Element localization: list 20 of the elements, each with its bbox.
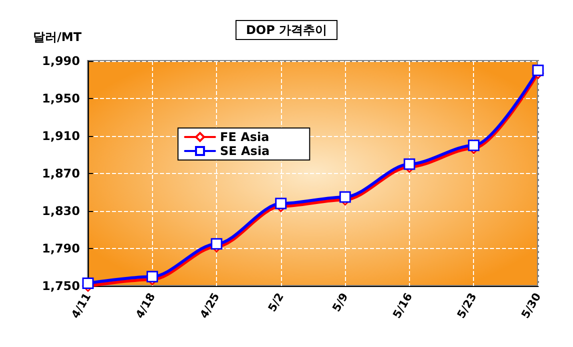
y-tick-label: 1,950: [42, 92, 80, 106]
y-tick-label: 1,830: [42, 204, 80, 218]
y-tick-label: 1,910: [42, 129, 80, 143]
point: [468, 140, 480, 152]
y-tick-label: 1,990: [42, 54, 80, 68]
point: [146, 270, 158, 282]
x-tick-label: 5/2: [266, 290, 286, 314]
point: [82, 277, 94, 289]
legend-label: SE Asia: [220, 144, 270, 158]
y-tick-label: 1,790: [42, 242, 80, 256]
x-tick-label: 5/9: [330, 290, 351, 314]
legend-label: FE Asia: [220, 130, 270, 144]
y-tick-label: 1,870: [42, 166, 80, 180]
y-axis-title: 달러/MT: [33, 30, 82, 44]
chart-title: DOP 가격추이: [246, 23, 328, 37]
point: [210, 238, 222, 250]
point: [532, 64, 544, 76]
point: [404, 158, 416, 170]
point: [275, 198, 287, 210]
y-tick-label: 1,750: [42, 279, 80, 293]
